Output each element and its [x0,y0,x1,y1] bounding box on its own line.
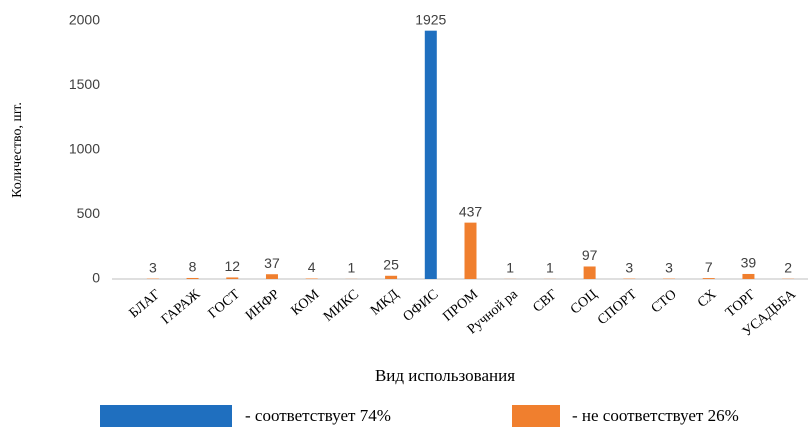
legend-label: - не соответствует 26% [572,406,739,425]
x-tick-label: СПОРТ [595,287,640,328]
data-label: 1 [546,260,554,276]
x-tick-label: ИНФР [243,287,283,324]
bar [583,266,596,279]
bar [305,278,318,279]
data-label: 3 [665,259,673,275]
bar [424,30,437,279]
x-tick-label: ГАРАЖ [159,287,204,328]
bar [186,277,199,279]
bar [226,277,239,279]
y-axis-title: Количество, шт. [10,102,25,198]
data-label: 2 [784,259,792,275]
legend-swatch [100,405,232,427]
x-tick-label: СОЦ [568,287,600,317]
data-label: 37 [264,255,280,271]
x-tick-label: ГОСТ [206,287,243,322]
x-tick-label: СВГ [530,287,560,316]
data-label: 39 [741,255,757,271]
data-label: 4 [308,259,316,275]
x-tick-label: МИКС [321,287,362,325]
data-label: 3 [149,259,157,275]
x-tick-label: ОФИС [401,287,442,325]
x-tick-label: МКД [368,287,402,319]
data-label: 1925 [415,11,446,27]
x-axis-title: Вид использования [375,366,515,385]
data-label: 437 [459,203,483,219]
bar [385,275,398,279]
bar [742,273,755,279]
y-tick-label: 1000 [69,141,100,157]
data-label: 3 [625,259,633,275]
data-label: 12 [224,258,240,274]
bar [464,222,477,279]
x-tick-label: СХ [695,287,719,311]
data-label: 7 [705,259,713,275]
y-tick-label: 500 [77,205,101,221]
data-label: 25 [383,256,399,272]
legend-swatch [512,405,560,427]
y-tick-label: 0 [92,270,100,286]
data-label: 97 [582,247,598,263]
x-tick-label: КОМ [288,287,322,319]
x-tick-label: СТО [649,287,680,316]
data-label: 8 [189,259,197,275]
y-tick-label: 1500 [69,76,100,92]
bar [265,274,278,279]
y-tick-label: 2000 [69,12,100,28]
data-label: 1 [347,260,355,276]
legend-label: - соответствует 74% [245,406,391,425]
data-label: 1 [506,260,514,276]
bar [702,278,715,279]
